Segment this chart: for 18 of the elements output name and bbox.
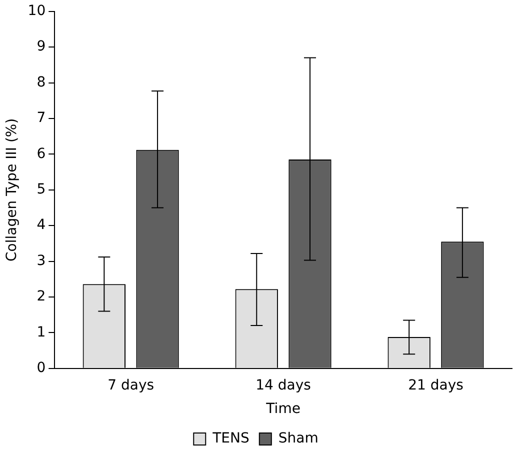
legend-label: TENS	[212, 430, 250, 447]
y-tick-label: 0	[36, 360, 46, 376]
y-tick-label: 5	[36, 182, 46, 198]
y-tick-label: 4	[36, 217, 46, 234]
y-tick-label: 7	[36, 110, 46, 126]
y-tick-label: 9	[36, 38, 46, 55]
y-tick-label: 6	[36, 146, 46, 162]
x-tick-label: 21 days	[408, 377, 464, 394]
y-tick-label: 1	[36, 324, 46, 340]
y-tick-label: 2	[36, 288, 46, 305]
x-tick-label: 14 days	[256, 377, 311, 394]
x-axis-title: Time	[265, 401, 300, 418]
x-tick-label: 7 days	[108, 377, 154, 394]
y-tick-label: 8	[36, 74, 46, 90]
y-tick-label: 3	[36, 252, 46, 269]
y-axis-title: Collagen Type III (%)	[4, 118, 20, 262]
y-tick-label: 10	[28, 3, 46, 20]
legend-label: Sham	[278, 430, 318, 447]
